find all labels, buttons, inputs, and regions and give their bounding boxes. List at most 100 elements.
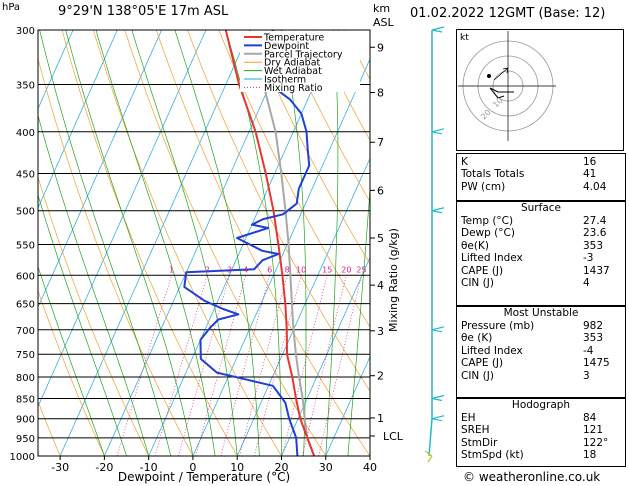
x-tick-label: -20 bbox=[95, 461, 113, 474]
storm-motion-arrow bbox=[493, 67, 509, 81]
dry-adiabat-line bbox=[218, 30, 370, 328]
row-label: K bbox=[461, 156, 468, 168]
row-label: θe (K) bbox=[461, 332, 493, 345]
height-km-label: 9 bbox=[377, 41, 384, 54]
height-unit-km: km bbox=[373, 2, 391, 15]
wind-barb bbox=[431, 326, 445, 333]
row-value: 121 bbox=[583, 424, 604, 437]
height-km-label: 2 bbox=[377, 370, 384, 383]
row-value: 18 bbox=[583, 449, 597, 462]
mixing-ratio-label: 3 bbox=[227, 265, 232, 274]
pressure-unit-label: hPa bbox=[2, 2, 21, 13]
mixing-ratio-line bbox=[195, 275, 247, 456]
table-row: CAPE (J) 1475 bbox=[457, 357, 625, 369]
legend-entry: Mixing Ratio bbox=[264, 83, 323, 94]
legend-background bbox=[240, 31, 360, 92]
height-km-label: LCL bbox=[383, 430, 404, 443]
hodograph-trace bbox=[489, 87, 514, 99]
table-row: StmDir 122° bbox=[457, 437, 625, 449]
row-label: Lifted Index bbox=[461, 252, 523, 265]
dry-adiabat-line bbox=[93, 30, 282, 456]
row-value: 3 bbox=[583, 369, 590, 382]
pressure-tick-label: 450 bbox=[16, 169, 35, 180]
wind-barb bbox=[431, 394, 445, 402]
surface-title: Surface bbox=[520, 202, 561, 214]
pressure-tick-label: 850 bbox=[16, 394, 35, 405]
dry-adiabat-line bbox=[38, 400, 61, 456]
table-row: θe (K) 353 bbox=[457, 332, 625, 344]
height-unit-asl: ASL bbox=[373, 16, 394, 29]
table-row: θe(K) 353 bbox=[457, 240, 625, 252]
table-row: StmSpd (kt) 18 bbox=[457, 449, 625, 461]
legend-entry: Dry Adiabat bbox=[264, 58, 321, 69]
table-row: CIN (J) 3 bbox=[457, 370, 625, 382]
table-row: CIN (J) 4 bbox=[457, 277, 625, 289]
pressure-tick-label: 550 bbox=[16, 240, 35, 251]
datetime-title: 01.02.2022 12GMT (Base: 12) bbox=[410, 6, 606, 21]
table-row: EH 84 bbox=[457, 412, 625, 424]
height-km-label: 8 bbox=[377, 87, 384, 100]
row-value: 1437 bbox=[583, 264, 610, 277]
table-row: SREH 121 bbox=[457, 424, 625, 436]
dewpoint-line bbox=[183, 30, 311, 456]
mixing-ratio-label: 10 bbox=[296, 265, 306, 274]
mixing-ratio-label: 1 bbox=[169, 265, 174, 274]
wet-adiabat-line bbox=[347, 184, 370, 456]
most-unstable-box: Most Unstable Pressure (mb) 982 θe (K) 353 L… bbox=[456, 306, 626, 398]
pressure-tick-label: 300 bbox=[16, 26, 35, 37]
pressure-tick-label: 900 bbox=[16, 415, 35, 426]
wet-adiabat-line bbox=[65, 30, 194, 456]
mixing-ratio-label: 15 bbox=[322, 265, 332, 274]
x-tick-label: -30 bbox=[51, 461, 69, 474]
row-value: 353 bbox=[583, 332, 604, 345]
row-value: -4 bbox=[583, 344, 594, 357]
row-value: 122° bbox=[583, 436, 609, 449]
row-value: 16 bbox=[583, 156, 597, 168]
mixing-ratio-label: 6 bbox=[267, 265, 272, 274]
mixing-ratio-line bbox=[154, 275, 208, 456]
row-label: Lifted Index bbox=[461, 344, 523, 357]
row-label: Temp (°C) bbox=[461, 215, 514, 227]
row-label: Totals Totals bbox=[461, 168, 525, 181]
table-row: Totals Totals 41 bbox=[457, 168, 625, 180]
credit-text: © weatheronline.co.uk bbox=[463, 470, 601, 484]
row-label: CAPE (J) bbox=[461, 264, 504, 277]
row-value: 1475 bbox=[583, 357, 610, 370]
table-row: Lifted Index -3 bbox=[457, 252, 625, 264]
height-km-label: 3 bbox=[377, 325, 384, 338]
mixing-ratio-label: 8 bbox=[285, 265, 290, 274]
dry-adiabat-line bbox=[249, 30, 370, 265]
mixing-ratio-label: 2 bbox=[205, 265, 210, 274]
height-km-label: 4 bbox=[377, 279, 384, 292]
height-km-label: 7 bbox=[377, 136, 384, 149]
mixing-ratio-label: 25 bbox=[356, 265, 366, 274]
row-value: 4.04 bbox=[583, 180, 607, 193]
table-row: K 16 bbox=[457, 156, 625, 168]
row-label: StmSpd (kt) bbox=[461, 449, 524, 462]
row-value: 982 bbox=[583, 320, 604, 332]
row-label: Dewp (°C) bbox=[461, 227, 515, 240]
x-tick-label: 30 bbox=[319, 461, 333, 474]
location-title: 9°29'N 138°05'E 17m ASL bbox=[58, 4, 229, 19]
table-row: Temp (°C) 27.4 bbox=[457, 215, 625, 227]
surface-box: Surface Temp (°C) 27.4 Dewp (°C) 23.6 θe(K) 3… bbox=[456, 201, 626, 306]
row-value: 27.4 bbox=[583, 215, 607, 227]
row-label: Pressure (mb) bbox=[461, 320, 535, 332]
isotherm-line bbox=[38, 30, 118, 209]
isotherm-line bbox=[38, 30, 74, 110]
dry-adiabat-line bbox=[38, 57, 194, 456]
parcel-trajectory-line bbox=[249, 30, 316, 456]
mixing-ratio-line bbox=[239, 275, 288, 456]
row-label: CIN (J) bbox=[461, 276, 494, 289]
hodograph-unit: kt bbox=[460, 33, 469, 43]
pressure-tick-label: 650 bbox=[16, 300, 35, 311]
row-value: 23.6 bbox=[583, 227, 607, 240]
row-label: SREH bbox=[461, 424, 490, 437]
wind-barb bbox=[431, 26, 445, 33]
x-axis-label: Dewpoint / Temperature (°C) bbox=[118, 470, 290, 484]
pressure-tick-label: 700 bbox=[16, 326, 35, 337]
wind-barb bbox=[431, 128, 445, 135]
row-label: CAPE (J) bbox=[461, 357, 504, 370]
storm-motion-dot bbox=[487, 74, 491, 78]
